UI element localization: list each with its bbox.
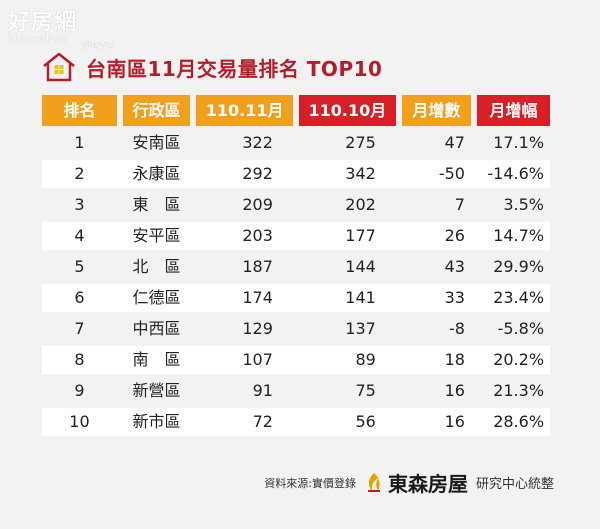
watermark-news: News (82, 38, 115, 52)
cell-nov: 187 (242, 257, 273, 276)
cell-pct: -14.6% (487, 164, 545, 183)
table-header: 排名 行政區 110.11月 110.10月 月增數 月增幅 (42, 95, 550, 126)
cell-nov: 72 (252, 412, 273, 431)
brand-name: 東森房屋 (387, 472, 468, 496)
header-diff: 月增數 (401, 95, 471, 126)
house-icon (43, 52, 75, 82)
cell-rank: 10 (69, 412, 90, 431)
cell-diff: -8 (449, 319, 465, 338)
cell-district: 安南區 (132, 133, 181, 152)
cell-district: 中西區 (132, 319, 181, 338)
cell-nov: 129 (242, 319, 273, 338)
watermark-logo: 好房網 HouseFun News (8, 4, 114, 52)
cell-oct: 275 (345, 133, 376, 152)
watermark-main: 好房網 (8, 10, 78, 35)
cell-rank: 2 (74, 164, 85, 183)
cell-nov: 322 (242, 133, 273, 152)
table-row: 5 北 區 187 144 43 29.9% (42, 253, 550, 281)
header-rank: 排名 (42, 95, 118, 126)
cell-pct: -5.8% (497, 319, 545, 338)
cell-diff: 16 (444, 412, 465, 431)
cell-nov: 174 (242, 288, 273, 307)
cell-district: 新營區 (132, 381, 181, 400)
cell-oct: 137 (345, 319, 376, 338)
cell-oct: 75 (355, 381, 376, 400)
cell-pct: 14.7% (493, 226, 545, 245)
table-row: 2 永康區 292 342 -50 -14.6% (42, 160, 550, 188)
cell-district: 永康區 (132, 164, 181, 183)
data-source: 資料來源:實價登錄 (264, 476, 356, 490)
cell-rank: 7 (74, 319, 85, 338)
cell-pct: 29.9% (493, 257, 545, 276)
cell-pct: 21.3% (493, 381, 545, 400)
cell-nov: 203 (242, 226, 273, 245)
cell-nov: 107 (242, 350, 273, 369)
cell-oct: 56 (355, 412, 376, 431)
cell-diff: 26 (444, 226, 465, 245)
cell-rank: 6 (74, 288, 85, 307)
watermark-sub: HouseFun (8, 32, 68, 46)
cell-diff: -50 (438, 164, 465, 183)
cell-diff: 33 (444, 288, 465, 307)
cell-pct: 23.4% (493, 288, 545, 307)
table-row: 6 仁德區 174 141 33 23.4% (42, 284, 550, 312)
cell-diff: 47 (444, 133, 465, 152)
page-title: 台南區11月交易量排名 TOP10 (86, 56, 383, 81)
cell-pct: 20.2% (493, 350, 545, 369)
department: 研究中心統整 (475, 477, 554, 492)
cell-pct: 28.6% (493, 412, 545, 431)
cell-oct: 141 (345, 288, 376, 307)
cell-district: 新市區 (132, 412, 181, 431)
cell-rank: 3 (74, 195, 85, 214)
table-row: 3 東 區 209 202 7 3.5% (42, 191, 550, 219)
cell-diff: 7 (454, 195, 465, 214)
cell-pct: 3.5% (503, 195, 545, 214)
ranking-table: 排名 行政區 110.11月 110.10月 月增數 月增幅 1 安南區 322… (42, 95, 550, 439)
cell-rank: 4 (74, 226, 85, 245)
table-row: 4 安平區 203 177 26 14.7% (42, 222, 550, 250)
table-row: 1 安南區 322 275 47 17.1% (42, 129, 550, 157)
header-district: 行政區 (123, 95, 191, 126)
cell-diff: 16 (444, 381, 465, 400)
table-row: 7 中西區 129 137 -8 -5.8% (42, 315, 550, 343)
table-row: 8 南 區 107 89 18 20.2% (42, 346, 550, 374)
cell-diff: 43 (444, 257, 465, 276)
cell-oct: 144 (345, 257, 376, 276)
cell-oct: 177 (345, 226, 376, 245)
cell-oct: 89 (355, 350, 376, 369)
header-pct: 月增幅 (476, 95, 550, 126)
cell-rank: 1 (74, 133, 85, 152)
cell-nov: 209 (242, 195, 273, 214)
table-row: 9 新營區 91 75 16 21.3% (42, 377, 550, 405)
cell-district: 安平區 (132, 226, 181, 245)
cell-rank: 9 (74, 381, 85, 400)
cell-nov: 91 (252, 381, 273, 400)
cell-rank: 8 (74, 350, 85, 369)
cell-oct: 202 (345, 195, 376, 214)
cell-district: 仁德區 (132, 288, 181, 307)
header-nov: 110.11月 (196, 95, 293, 126)
cell-district: 南 區 (132, 350, 181, 369)
cell-district: 北 區 (132, 257, 181, 276)
title-row: 台南區11月交易量排名 TOP10 (42, 52, 382, 82)
cell-diff: 18 (444, 350, 465, 369)
cell-rank: 5 (74, 257, 85, 276)
cell-nov: 292 (242, 164, 273, 183)
table-row: 10 新市區 72 56 16 28.6% (42, 408, 550, 436)
footer: 資料來源:實價登錄 東森房屋 研究中心統整 (264, 468, 554, 497)
cell-pct: 17.1% (493, 133, 545, 152)
cell-oct: 342 (345, 164, 376, 183)
header-oct: 110.10月 (299, 95, 396, 126)
brand-logo-icon (367, 472, 380, 493)
cell-district: 東 區 (132, 195, 181, 214)
